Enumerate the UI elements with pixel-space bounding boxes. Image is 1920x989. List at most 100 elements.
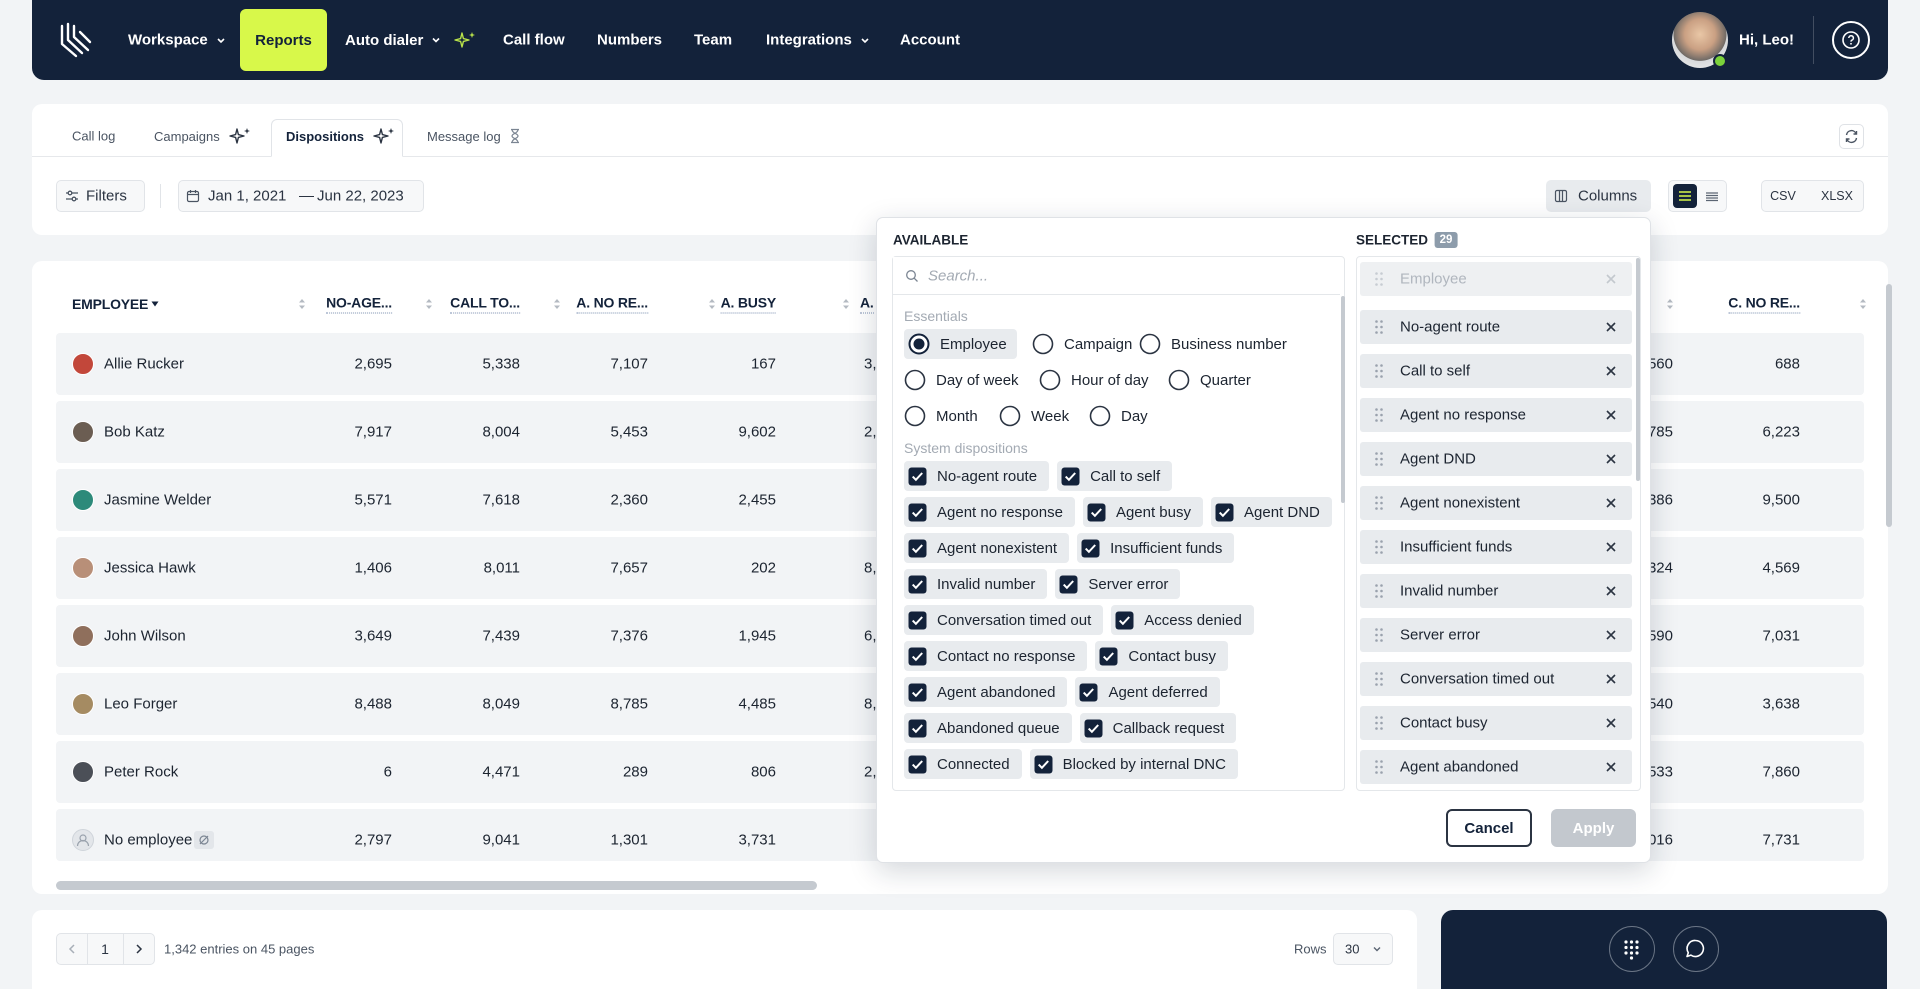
search-input[interactable]	[893, 257, 1340, 295]
selected-item[interactable]	[1360, 262, 1632, 296]
checkbox-option[interactable]: Callback request	[1079, 713, 1237, 743]
filters-button[interactable]	[56, 180, 145, 212]
checkbox-option[interactable]: Contact no response	[904, 641, 1088, 671]
checkbox-option[interactable]: Agent busy	[1082, 497, 1203, 527]
logo[interactable]	[56, 20, 96, 60]
chat-button[interactable]	[1673, 926, 1719, 972]
selected-item[interactable]	[1360, 530, 1632, 564]
checkbox-option[interactable]: Connected	[904, 749, 1022, 779]
radio-option[interactable]: Day of week	[904, 365, 1029, 395]
nav-item[interactable]: Account	[900, 32, 960, 49]
cell-value: 688	[1774, 355, 1800, 373]
remove-button[interactable]	[1605, 497, 1617, 509]
remove-button[interactable]	[1605, 453, 1617, 465]
checkbox-option[interactable]: Abandoned queue	[904, 713, 1072, 743]
employee-header[interactable]: EMPLOYEE	[72, 296, 149, 312]
selected-label: Insufficient funds	[1400, 538, 1513, 556]
selected-item[interactable]	[1360, 750, 1632, 784]
checkbox-option[interactable]: Contact busy	[1095, 641, 1228, 671]
v-scrollbar[interactable]	[1886, 284, 1892, 527]
remove-button[interactable]	[1605, 629, 1617, 641]
checkbox-option[interactable]: Agent nonexistent	[904, 533, 1070, 563]
nav-item[interactable]: Workspace	[128, 32, 226, 49]
selected-item[interactable]	[1360, 398, 1632, 432]
help-button[interactable]	[1832, 21, 1870, 59]
column-header[interactable]: NO-AGE...	[326, 295, 392, 314]
checkbox	[1061, 467, 1080, 486]
remove-button[interactable]	[1605, 409, 1617, 421]
export-button[interactable]: XLSX	[1821, 189, 1853, 203]
current-page[interactable]: 1	[101, 941, 109, 957]
nav-item-active[interactable]: Reports	[240, 9, 327, 71]
tab[interactable]: Campaigns	[154, 127, 252, 145]
nav-item[interactable]: Auto dialer	[345, 31, 477, 49]
column-header[interactable]: A. BUSY	[720, 295, 776, 314]
icon-part	[1380, 364, 1383, 367]
checkbox-option[interactable]: Call to self	[1057, 461, 1173, 491]
radio-option[interactable]: Day	[1089, 401, 1158, 431]
checkbox-option[interactable]: Access denied	[1111, 605, 1254, 635]
column-header[interactable]: A.	[860, 295, 874, 314]
remove-button[interactable]	[1605, 585, 1617, 597]
selected-item[interactable]	[1360, 618, 1632, 652]
remove-button[interactable]	[1605, 321, 1617, 333]
selected-item[interactable]	[1360, 574, 1632, 608]
export-button[interactable]: CSV	[1770, 189, 1796, 203]
checkbox-option[interactable]: Agent DND	[1211, 497, 1332, 527]
checkbox-option[interactable]: Insufficient funds	[1077, 533, 1235, 563]
radio-option[interactable]: Employee	[904, 329, 1017, 359]
checkbox-option[interactable]: Blocked by internal DNC	[1029, 749, 1238, 779]
available-scrollbar[interactable]	[1341, 296, 1345, 503]
refresh-button[interactable]	[1839, 124, 1864, 149]
icon-part	[1679, 191, 1691, 201]
checkbox-option[interactable]: Conversation timed out	[904, 605, 1104, 635]
radio-option[interactable]: Month	[904, 401, 988, 431]
remove-button[interactable]	[1605, 761, 1617, 773]
selected-item[interactable]	[1360, 486, 1632, 520]
remove-button[interactable]	[1605, 541, 1617, 553]
tab[interactable]: Dispositions	[286, 127, 396, 145]
prev-page[interactable]	[57, 934, 88, 964]
nav-item[interactable]: Integrations	[766, 32, 870, 49]
remove-button[interactable]	[1605, 365, 1617, 377]
nav-item[interactable]: Numbers	[597, 32, 662, 49]
nav-item[interactable]: Team	[694, 32, 732, 49]
selected-item[interactable]	[1360, 706, 1632, 740]
radio-option[interactable]: Quarter	[1168, 365, 1261, 395]
selected-scrollbar[interactable]	[1636, 258, 1640, 481]
next-page[interactable]	[123, 934, 154, 964]
column-header[interactable]: CALL TO...	[450, 295, 520, 314]
keypad-button[interactable]	[1609, 926, 1655, 972]
checkbox-option[interactable]: Agent deferred	[1075, 677, 1220, 707]
radio-option[interactable]: Week	[999, 401, 1079, 431]
column-header[interactable]: A. NO RE...	[576, 295, 648, 314]
date-range[interactable]	[178, 180, 424, 212]
checkbox-option[interactable]: Agent abandoned	[904, 677, 1068, 707]
selected-item[interactable]	[1360, 310, 1632, 344]
h-scrollbar[interactable]	[56, 881, 817, 890]
column-header[interactable]: C. NO RE...	[1728, 295, 1800, 314]
checkbox-option[interactable]: Invalid number	[904, 569, 1048, 599]
radio-option[interactable]: Business number	[1139, 329, 1297, 359]
cancel-button[interactable]: Cancel	[1446, 809, 1532, 847]
checkbox-option[interactable]: Agent no response	[904, 497, 1075, 527]
checkbox-option[interactable]: No-agent route	[904, 461, 1050, 491]
selected-item[interactable]	[1360, 442, 1632, 476]
search-icon	[905, 269, 919, 283]
nav-item[interactable]: Call flow	[503, 32, 565, 49]
view-compact[interactable]	[1700, 184, 1724, 208]
radio-option[interactable]: Hour of day	[1039, 365, 1159, 395]
icon-part	[1850, 42, 1852, 45]
remove-button[interactable]	[1605, 717, 1617, 729]
columns-button[interactable]	[1546, 180, 1651, 212]
rows-select[interactable]	[1333, 933, 1393, 965]
selected-item[interactable]	[1360, 354, 1632, 388]
apply-button[interactable]: Apply	[1551, 809, 1636, 847]
remove-button[interactable]	[1605, 673, 1617, 685]
selected-item[interactable]	[1360, 662, 1632, 696]
tab[interactable]: Message log	[427, 128, 521, 144]
view-comfortable[interactable]	[1673, 184, 1697, 208]
checkbox-option[interactable]: Server error	[1055, 569, 1181, 599]
tab[interactable]: Call log	[72, 129, 115, 144]
radio-option[interactable]: Campaign	[1032, 329, 1142, 359]
